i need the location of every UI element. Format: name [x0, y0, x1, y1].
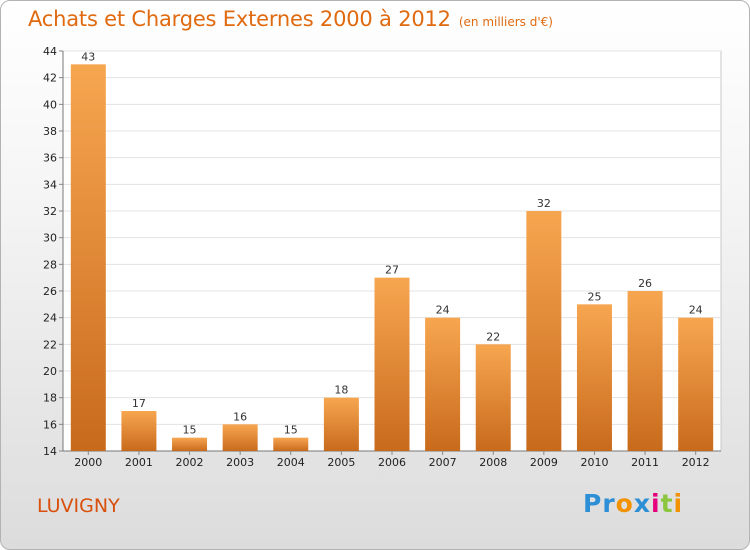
- x-tick-label: 2005: [327, 456, 355, 469]
- bar: [222, 424, 258, 451]
- x-tick-label: 2003: [226, 456, 254, 469]
- y-tick-label: 22: [43, 338, 57, 351]
- y-tick-label: 24: [43, 312, 57, 325]
- logo-letter: r: [602, 489, 616, 518]
- bar-value-label: 24: [436, 304, 450, 317]
- x-tick-label: 2010: [580, 456, 608, 469]
- y-tick-label: 36: [43, 152, 57, 165]
- bar-value-label: 27: [385, 264, 399, 277]
- logo-letter: P: [583, 489, 603, 518]
- y-tick-label: 16: [43, 418, 57, 431]
- y-tick-label: 18: [43, 392, 57, 405]
- y-tick-label: 42: [43, 72, 57, 85]
- bar-value-label: 22: [486, 330, 500, 343]
- bar-value-label: 26: [638, 277, 652, 290]
- bar: [627, 291, 663, 451]
- y-tick-label: 44: [43, 45, 57, 58]
- bar: [526, 211, 562, 451]
- bar-value-label: 17: [132, 397, 146, 410]
- y-tick-label: 40: [43, 98, 57, 111]
- y-tick-label: 32: [43, 205, 57, 218]
- y-tick-label: 34: [43, 178, 57, 191]
- bar-value-label: 25: [587, 290, 601, 303]
- x-tick-label: 2000: [74, 456, 102, 469]
- x-tick-label: 2011: [631, 456, 659, 469]
- chart-title: Achats et Charges Externes 2000 à 2012 (e…: [28, 7, 553, 31]
- x-tick-label: 2001: [125, 456, 153, 469]
- bar: [273, 437, 309, 451]
- bar: [576, 304, 612, 451]
- bar: [121, 411, 157, 451]
- x-tick-label: 2004: [277, 456, 305, 469]
- logo-letter: o: [615, 489, 634, 518]
- y-tick-label: 28: [43, 258, 57, 271]
- logo-letter: x: [633, 489, 651, 518]
- bar: [425, 317, 461, 451]
- x-tick-label: 2009: [530, 456, 558, 469]
- x-tick-label: 2006: [378, 456, 406, 469]
- x-tick-label: 2002: [176, 456, 204, 469]
- place-name: LUVIGNY: [37, 495, 120, 517]
- x-tick-label: 2008: [479, 456, 507, 469]
- bar-value-label: 16: [233, 410, 247, 423]
- logo-letter: t: [660, 489, 674, 518]
- bar: [678, 317, 714, 451]
- proxiti-logo: Proxiti: [583, 489, 683, 518]
- y-tick-label: 38: [43, 125, 57, 138]
- bar: [323, 397, 359, 451]
- y-tick-label: 20: [43, 365, 57, 378]
- chart-unit: (en milliers d'€): [458, 15, 553, 29]
- x-tick-label: 2012: [682, 456, 710, 469]
- bar-value-label: 15: [284, 424, 298, 437]
- logo-letter: i: [673, 489, 684, 518]
- bar-value-label: 32: [537, 197, 551, 210]
- chart-title-text: Achats et Charges Externes 2000 à 2012: [28, 7, 451, 31]
- bar-value-label: 18: [334, 384, 348, 397]
- bar-value-label: 15: [183, 424, 197, 437]
- bar-value-label: 43: [81, 50, 95, 63]
- bar-value-label: 24: [689, 304, 703, 317]
- x-tick-label: 2007: [429, 456, 457, 469]
- bar: [172, 437, 208, 451]
- y-tick-label: 14: [43, 445, 57, 458]
- y-tick-label: 30: [43, 232, 57, 245]
- bar: [475, 344, 511, 451]
- bar: [70, 64, 106, 452]
- y-tick-label: 26: [43, 285, 57, 298]
- bar: [374, 277, 410, 451]
- logo-letter: i: [651, 489, 661, 518]
